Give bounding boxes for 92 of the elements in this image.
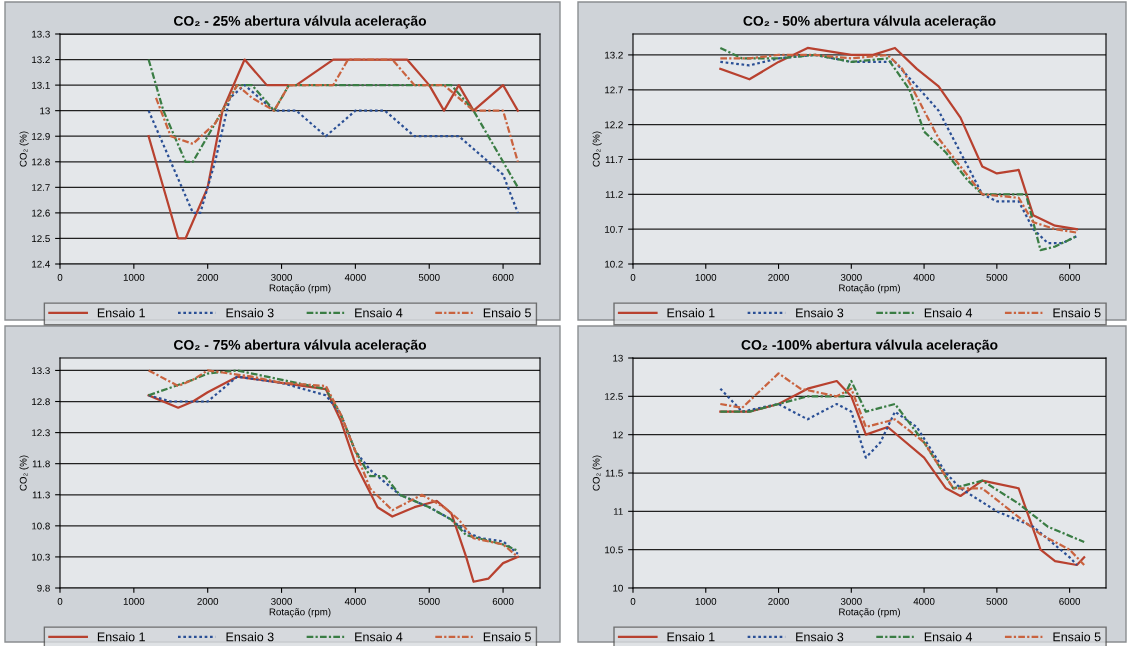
y-tick-label: 9.8	[37, 584, 50, 592]
legend-label: Ensaio 5	[1053, 308, 1101, 318]
y-tick-label: 12.7	[605, 86, 623, 94]
x-axis-title: Rotação (rpm)	[839, 284, 900, 294]
chart-title: CO₂ - 75% abertura válvula aceleração	[173, 339, 427, 353]
legend-label: Ensaio 1	[97, 632, 145, 642]
y-tick-label: 11.5	[605, 469, 623, 477]
legend-label: Ensaio 5	[1053, 632, 1101, 642]
legend-label: Ensaio 3	[226, 632, 274, 642]
y-axis-title: CO₂ (%)	[592, 131, 602, 167]
y-tick-label: 13	[613, 354, 623, 362]
legend-label: Ensaio 1	[667, 632, 715, 642]
y-tick-label: 13.2	[605, 51, 623, 59]
x-tick-label: 0	[57, 273, 63, 281]
y-tick-label: 10.7	[605, 225, 623, 233]
x-axis-title: Rotação (rpm)	[839, 608, 900, 618]
x-tick-label: 0	[630, 273, 636, 281]
y-tick-label: 12.4	[32, 260, 50, 268]
y-axis-title: CO₂ (%)	[592, 455, 602, 491]
y-tick-label: 11.8	[32, 460, 50, 468]
line-series	[147, 58, 519, 240]
x-tick-label: 5000	[418, 273, 440, 281]
y-tick-label: 11.2	[605, 191, 623, 198]
x-tick-label: 3000	[271, 273, 292, 281]
x-tick-label: 6000	[492, 597, 514, 605]
line-series	[147, 84, 519, 214]
y-axis-title: CO₂ (%)	[19, 455, 29, 491]
y-tick-label: 12.9	[32, 132, 50, 140]
y-tick-label: 12.6	[32, 209, 50, 217]
x-tick-label: 2000	[768, 597, 789, 605]
y-tick-label: 10	[613, 584, 623, 592]
x-tick-label: 3000	[271, 597, 292, 605]
chart-title: CO₂ - 25% abertura válvula aceleração	[173, 15, 427, 29]
x-tick-label: 6000	[1059, 273, 1081, 281]
x-tick-label: 2000	[768, 273, 789, 281]
y-tick-label: 11	[613, 508, 623, 515]
x-tick-label: 2000	[197, 597, 219, 605]
chart-title: CO₂ - 50% abertura válvula aceleração	[743, 15, 996, 29]
y-axis-title: CO₂ (%)	[19, 131, 29, 167]
x-tick-label: 5000	[986, 273, 1008, 281]
y-tick-label: 13.3	[32, 30, 50, 38]
legend-label: Ensaio 3	[226, 308, 274, 318]
y-tick-label: 10.5	[605, 546, 623, 554]
y-tick-label: 13	[40, 107, 50, 115]
x-tick-label: 3000	[840, 273, 862, 281]
y-tick-label: 12.3	[32, 429, 50, 437]
legend-label: Ensaio 4	[355, 632, 403, 642]
x-tick-label: 4000	[913, 273, 935, 281]
y-tick-label: 11.3	[32, 491, 50, 499]
x-axis-title: Rotação (rpm)	[269, 608, 331, 618]
line-series	[147, 58, 519, 189]
x-tick-label: 1000	[695, 273, 717, 281]
x-tick-label: 1000	[123, 597, 145, 605]
x-tick-label: 5000	[418, 597, 440, 605]
legend-label: Ensaio 4	[924, 308, 973, 318]
x-axis-title: Rotação (rpm)	[269, 284, 331, 294]
x-tick-label: 0	[57, 597, 63, 605]
y-tick-label: 12.8	[32, 398, 50, 406]
y-tick-label: 10.3	[32, 553, 50, 561]
y-tick-label: 12.8	[32, 158, 50, 166]
y-tick-label: 12.7	[32, 184, 50, 191]
legend-label: Ensaio 5	[483, 308, 531, 318]
x-tick-label: 1000	[123, 273, 145, 281]
legend-label: Ensaio 1	[667, 308, 715, 318]
legend-label: Ensaio 4	[355, 308, 403, 318]
y-tick-label: 12.5	[605, 393, 623, 400]
line-series	[154, 58, 519, 163]
x-tick-label: 6000	[1059, 597, 1081, 605]
y-tick-label: 10.2	[605, 260, 623, 268]
x-tick-label: 2000	[197, 273, 219, 281]
x-tick-label: 3000	[840, 597, 862, 605]
y-tick-label: 13.1	[32, 81, 50, 89]
x-tick-label: 4000	[344, 273, 366, 281]
y-tick-label: 11.7	[605, 156, 623, 163]
y-tick-label: 13.3	[32, 367, 50, 375]
y-tick-label: 13.2	[32, 56, 50, 64]
x-tick-label: 0	[630, 597, 636, 605]
legend-label: Ensaio 4	[924, 632, 973, 642]
y-tick-label: 12	[613, 431, 623, 439]
x-tick-label: 1000	[695, 597, 717, 605]
chart-title: CO₂ -100% abertura válvula aceleração	[741, 339, 998, 353]
x-tick-label: 5000	[986, 597, 1008, 605]
legend-label: Ensaio 3	[796, 308, 844, 318]
y-tick-label: 10.8	[32, 522, 50, 530]
x-tick-label: 6000	[492, 273, 514, 281]
x-tick-label: 4000	[344, 597, 366, 605]
legend-label: Ensaio 3	[796, 632, 844, 642]
y-tick-label: 12.5	[32, 235, 50, 243]
x-tick-label: 4000	[913, 597, 935, 605]
y-tick-label: 12.2	[605, 121, 623, 129]
legend-label: Ensaio 5	[483, 632, 531, 642]
legend-label: Ensaio 1	[97, 308, 145, 318]
